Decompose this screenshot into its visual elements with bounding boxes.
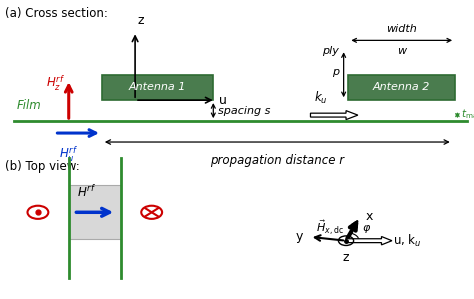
Text: u, k$_u$: u, k$_u$ xyxy=(393,233,422,249)
Text: $H^{rf}$: $H^{rf}$ xyxy=(77,184,96,200)
Text: z: z xyxy=(137,14,144,27)
Text: $k_u$: $k_u$ xyxy=(314,90,328,106)
Text: p: p xyxy=(332,67,339,77)
Text: y: y xyxy=(295,231,302,243)
Text: $H_u^{rf}$: $H_u^{rf}$ xyxy=(59,145,78,164)
Text: u: u xyxy=(219,94,228,107)
Text: z: z xyxy=(343,251,349,264)
Bar xyxy=(102,75,213,100)
Text: w: w xyxy=(397,46,406,56)
Text: ply: ply xyxy=(322,46,339,56)
Text: width: width xyxy=(386,25,417,34)
Text: $t_{\mathrm{mag}}$: $t_{\mathrm{mag}}$ xyxy=(461,108,474,122)
Text: Film: Film xyxy=(17,99,41,112)
Bar xyxy=(348,75,455,100)
Text: x: x xyxy=(365,210,373,223)
Text: Antenna 2: Antenna 2 xyxy=(373,83,430,92)
FancyArrow shape xyxy=(346,237,392,245)
Text: (b) Top view:: (b) Top view: xyxy=(5,160,80,173)
Text: $\vec{H}_{x,\mathrm{dc}}$: $\vec{H}_{x,\mathrm{dc}}$ xyxy=(316,218,344,237)
Text: $\varphi$: $\varphi$ xyxy=(362,223,371,235)
Text: (a) Cross section:: (a) Cross section: xyxy=(5,7,108,20)
Text: $H_z^{rf}$: $H_z^{rf}$ xyxy=(46,74,65,93)
Text: spacing s: spacing s xyxy=(218,106,270,116)
Text: Antenna 1: Antenna 1 xyxy=(129,83,186,92)
Bar xyxy=(69,185,121,239)
FancyArrow shape xyxy=(310,111,358,120)
Text: propagation distance r: propagation distance r xyxy=(210,154,344,167)
